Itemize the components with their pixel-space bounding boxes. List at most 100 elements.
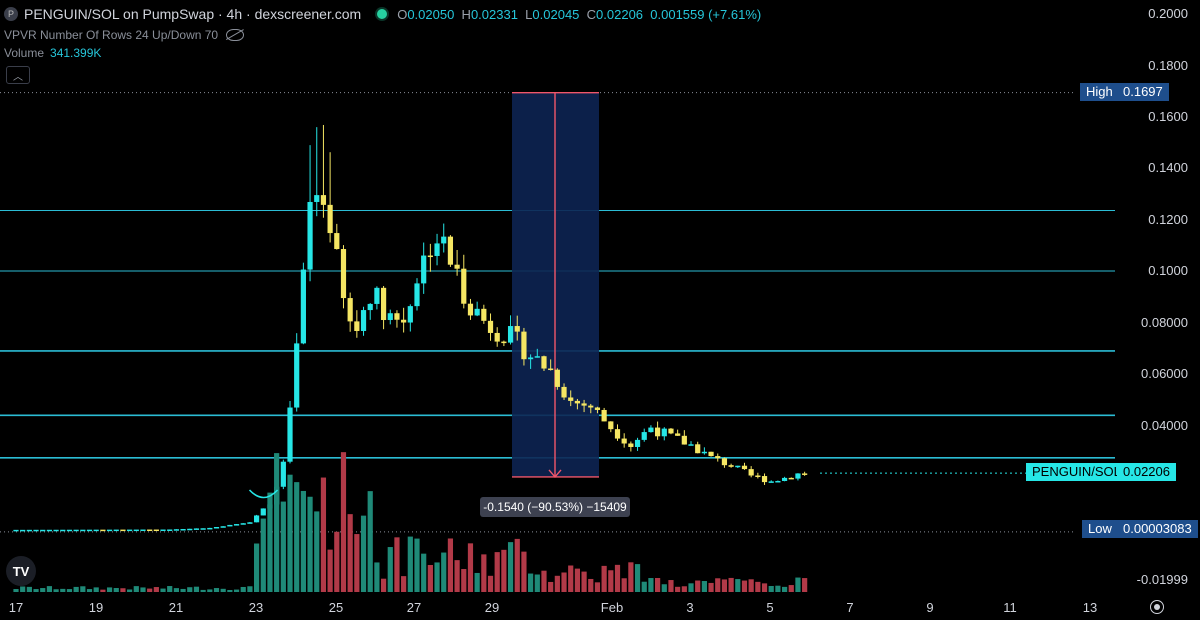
candle	[240, 523, 246, 525]
candle	[394, 313, 400, 320]
volume-bar	[775, 585, 781, 592]
collapse-legend-button[interactable]: ︿	[6, 66, 30, 84]
volume-bar	[661, 584, 667, 592]
volume-bar	[167, 586, 173, 592]
volume-bar	[207, 589, 213, 592]
candle	[728, 465, 734, 467]
candle	[561, 386, 567, 398]
market-status-icon	[377, 9, 388, 19]
candle	[467, 303, 474, 316]
candle	[187, 528, 193, 531]
volume-bar	[73, 586, 79, 592]
candle	[421, 255, 427, 284]
candle	[661, 428, 667, 437]
candle	[33, 529, 39, 532]
candle	[367, 303, 373, 311]
volume-bar	[160, 588, 166, 592]
settings-icon[interactable]	[1150, 600, 1164, 614]
candle	[494, 332, 500, 342]
candle	[781, 477, 788, 481]
bottom-curve-marker	[248, 489, 279, 499]
candle	[207, 527, 213, 530]
volume-group	[13, 452, 808, 592]
volume-bar	[628, 562, 634, 592]
volume-bar	[153, 587, 159, 592]
volume-bar	[688, 583, 694, 592]
low-tag-label: Low	[1082, 520, 1118, 538]
candle	[681, 435, 687, 445]
high-value: 0.02331	[470, 6, 518, 22]
volume-bar	[93, 587, 99, 592]
candle	[521, 331, 527, 360]
volume-bar	[127, 589, 133, 592]
volume-bar	[294, 482, 300, 592]
volume-bar	[781, 586, 788, 592]
volume-bar	[668, 580, 674, 592]
candle	[541, 356, 547, 369]
tradingview-logo[interactable]: TV	[6, 556, 36, 586]
volume-bar	[715, 578, 721, 592]
time-tick-label: 9	[926, 600, 934, 615]
time-tick-label: 25	[328, 600, 344, 615]
candle	[233, 524, 240, 526]
candle	[594, 407, 601, 410]
price-tick-label: 0.2000	[1148, 6, 1188, 21]
candle	[113, 529, 119, 532]
volume-bar	[648, 578, 654, 592]
volume-bar	[568, 565, 574, 592]
volume-bar	[33, 589, 39, 592]
volume-bar	[227, 589, 233, 592]
price-tick-label: 0.1600	[1148, 109, 1188, 124]
open-value: 0.02050	[407, 6, 455, 22]
volume-bar	[86, 589, 93, 592]
last-price-tag: 0.02206	[1117, 463, 1176, 481]
candle	[802, 473, 808, 475]
candle	[180, 529, 186, 531]
candle	[133, 529, 139, 532]
candle	[481, 308, 487, 321]
volume-bar	[761, 583, 768, 592]
candle	[354, 321, 360, 331]
candle	[200, 528, 206, 530]
candle	[340, 249, 347, 299]
volume-bar	[507, 542, 514, 592]
candle	[140, 529, 146, 532]
volume-bar	[434, 562, 440, 592]
volume-bar	[521, 551, 527, 592]
volume-bar	[173, 588, 179, 592]
candle	[401, 319, 407, 323]
volume-bar	[220, 588, 226, 592]
measure-arrow-head	[548, 469, 562, 478]
volume-bar	[407, 536, 413, 592]
volume-bar	[708, 582, 714, 592]
candle	[621, 438, 627, 444]
volume-bar	[528, 573, 534, 592]
volume-bar	[427, 564, 433, 592]
volume-bar	[374, 562, 380, 592]
candle	[695, 444, 701, 454]
candle	[795, 473, 801, 479]
volume-bar	[354, 534, 360, 592]
candle	[213, 526, 220, 529]
volume-bar	[247, 586, 253, 592]
volume-bar	[53, 589, 59, 592]
volume-bar	[481, 554, 487, 592]
candle	[40, 529, 46, 532]
volume-bar	[447, 538, 454, 592]
hide-eye-icon[interactable]	[226, 29, 245, 41]
candle	[735, 465, 741, 468]
time-tick-label: 11	[1003, 600, 1017, 615]
price-tick-label: 0.1000	[1148, 263, 1188, 278]
volume-bar	[534, 574, 540, 592]
candle	[581, 403, 587, 406]
volume-bar	[387, 547, 393, 592]
candle	[608, 421, 614, 430]
volume-bar	[588, 578, 594, 592]
candle	[300, 269, 306, 344]
volume-bar	[634, 564, 641, 592]
volume-bar	[140, 587, 146, 592]
candle	[748, 469, 754, 476]
volume-bar	[200, 589, 206, 592]
